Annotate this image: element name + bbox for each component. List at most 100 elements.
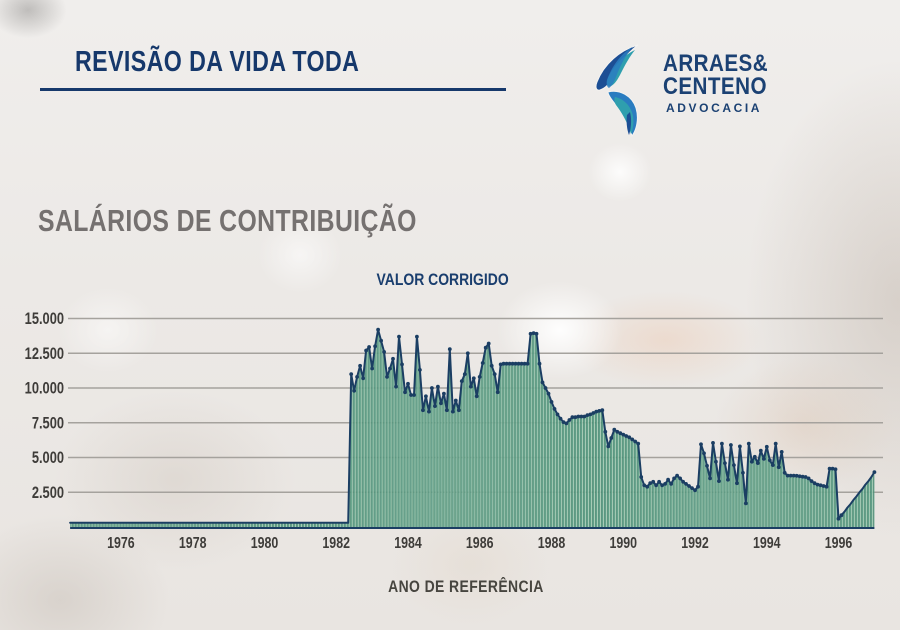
- chart-title: VALOR CORRIGIDO: [376, 270, 510, 289]
- data-point-marker: [609, 436, 614, 440]
- data-point-marker: [531, 331, 536, 335]
- data-point-marker: [576, 414, 581, 419]
- data-point-marker: [735, 481, 739, 486]
- data-point-marker: [388, 366, 392, 371]
- data-point-marker: [767, 458, 772, 463]
- data-point-marker: [588, 412, 593, 417]
- data-point-marker: [516, 361, 521, 366]
- data-point-marker: [696, 484, 700, 489]
- data-point-marker: [657, 479, 661, 484]
- data-point-marker: [433, 404, 437, 408]
- data-point-marker: [714, 459, 718, 464]
- data-point-marker: [415, 334, 419, 339]
- data-point-marker: [755, 461, 760, 465]
- data-point-marker: [447, 347, 452, 351]
- data-point-marker: [743, 501, 748, 506]
- y-axis-tick-label: 12.500: [25, 345, 64, 363]
- data-point-marker: [800, 474, 805, 479]
- data-point-marker: [612, 427, 617, 432]
- x-axis-tick-label: 1996: [825, 534, 853, 552]
- data-point-marker: [687, 484, 691, 488]
- data-point-marker: [705, 463, 709, 468]
- data-point-marker: [821, 484, 826, 488]
- y-axis-tick-label: 7.500: [32, 415, 64, 433]
- data-point-marker: [809, 479, 814, 483]
- data-point-marker: [839, 513, 844, 518]
- data-point-marker: [672, 476, 676, 481]
- data-point-marker: [489, 363, 494, 368]
- data-point-marker: [681, 479, 685, 484]
- data-point-marker: [528, 331, 533, 336]
- data-point-marker: [364, 348, 368, 353]
- data-point-marker: [764, 444, 769, 449]
- data-point-marker: [630, 437, 635, 442]
- data-point-marker: [522, 361, 527, 366]
- data-point-marker: [824, 484, 829, 489]
- data-point-marker: [543, 386, 548, 390]
- y-axis-tick-label: 15.000: [25, 311, 64, 329]
- data-point-marker: [660, 483, 664, 488]
- data-point-marker: [582, 414, 587, 419]
- data-point-marker: [723, 461, 727, 465]
- data-point-marker: [561, 420, 566, 424]
- data-point-marker: [648, 481, 653, 486]
- chart-xlabel: ANO DE REFERÊNCIA: [388, 577, 544, 596]
- data-point-marker: [872, 470, 877, 474]
- data-point-marker: [729, 443, 733, 447]
- data-point-marker: [827, 466, 832, 471]
- data-point-marker: [836, 516, 841, 521]
- data-point-marker: [427, 409, 431, 414]
- data-point-marker: [627, 435, 632, 440]
- data-point-marker: [555, 412, 560, 417]
- data-point-marker: [483, 345, 488, 350]
- data-point-marker: [349, 372, 354, 376]
- data-point-marker: [352, 388, 356, 393]
- page-title: REVISÃO DA VIDA TODA: [75, 46, 360, 78]
- data-point-marker: [806, 476, 811, 481]
- data-point-marker: [618, 431, 623, 436]
- data-point-marker: [717, 479, 721, 483]
- data-point-marker: [579, 414, 584, 419]
- data-point-marker: [456, 408, 461, 413]
- data-point-marker: [480, 361, 485, 365]
- data-point-marker: [749, 459, 754, 464]
- data-point-marker: [549, 400, 554, 404]
- data-point-marker: [779, 450, 784, 454]
- data-point-marker: [361, 376, 365, 381]
- data-point-marker: [513, 361, 518, 366]
- area-series-fill: [70, 329, 875, 527]
- data-point-marker: [600, 408, 605, 413]
- x-axis-tick-label: 1980: [251, 534, 279, 552]
- data-point-marker: [412, 393, 416, 397]
- data-point-marker: [397, 334, 401, 339]
- y-axis-tick-label: 2.500: [32, 484, 64, 502]
- data-point-marker: [791, 473, 796, 478]
- data-point-marker: [474, 394, 479, 399]
- x-axis-tick-label: 1988: [538, 534, 566, 552]
- y-axis-tick-label: 10.000: [25, 380, 64, 398]
- data-point-marker: [702, 451, 706, 456]
- data-point-marker: [462, 372, 467, 376]
- data-point-marker: [624, 434, 629, 438]
- x-axis-tick-label: 1994: [753, 534, 781, 552]
- data-point-marker: [594, 409, 599, 414]
- data-point-marker: [675, 473, 679, 478]
- data-point-marker: [788, 473, 793, 478]
- data-point-marker: [603, 429, 608, 434]
- data-point-marker: [708, 476, 712, 481]
- data-point-marker: [546, 391, 551, 396]
- series-line: [69, 328, 876, 524]
- data-point-marker: [666, 477, 670, 482]
- data-point-marker: [803, 475, 808, 479]
- data-point-marker: [421, 408, 425, 413]
- data-point-marker: [439, 401, 443, 406]
- data-point-marker: [746, 441, 751, 446]
- data-point-marker: [400, 362, 404, 367]
- firm-logo: ARRAES& CENTENO ADVOCACIA: [588, 42, 798, 142]
- data-point-marker: [606, 444, 611, 449]
- data-point-marker: [636, 441, 641, 446]
- data-point-marker: [785, 473, 790, 478]
- data-point-marker: [773, 441, 778, 446]
- data-point-marker: [471, 376, 476, 381]
